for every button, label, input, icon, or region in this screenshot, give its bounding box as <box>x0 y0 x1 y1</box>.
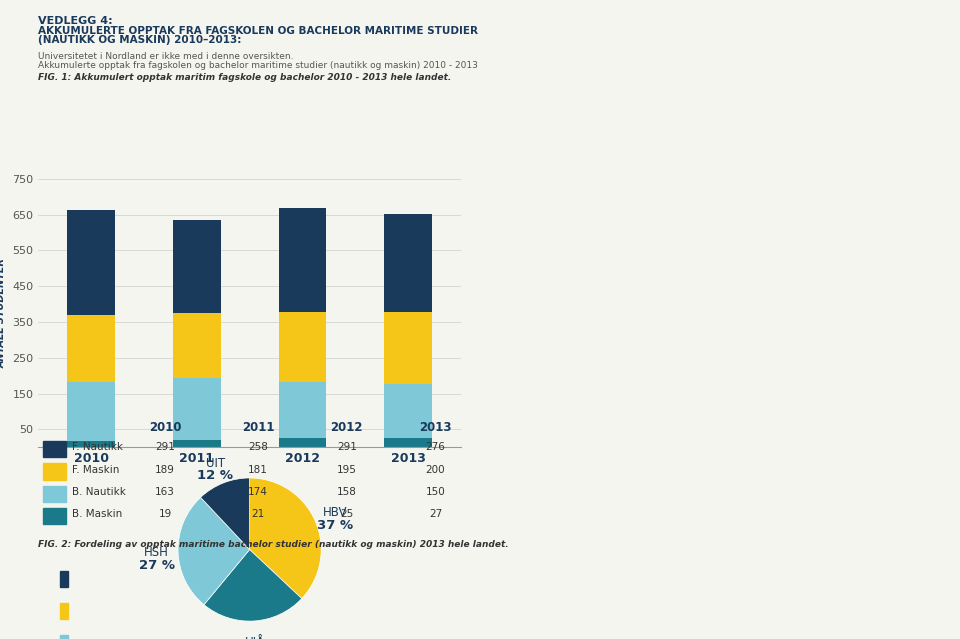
Text: VEDLEGG 4:: VEDLEGG 4: <box>38 16 113 26</box>
Text: 200: 200 <box>425 465 445 475</box>
Bar <box>384 213 432 312</box>
Bar <box>278 438 326 447</box>
Text: FIG. 2: Fordeling av opptak maritime bachelor studier (nautikk og maskin) 2013 h: FIG. 2: Fordeling av opptak maritime bac… <box>38 540 509 549</box>
Text: UIT: UIT <box>205 456 225 470</box>
Text: 2010: 2010 <box>149 421 181 434</box>
Text: 158: 158 <box>337 487 357 497</box>
Bar <box>173 220 221 312</box>
Text: B. Maskin: B. Maskin <box>72 509 123 520</box>
Text: 27: 27 <box>429 509 443 520</box>
Bar <box>42 463 66 479</box>
Bar <box>60 635 68 639</box>
Bar <box>60 603 68 619</box>
Bar <box>278 208 326 312</box>
Text: 291: 291 <box>337 442 357 452</box>
Text: 163: 163 <box>156 487 175 497</box>
Text: 291: 291 <box>156 442 175 452</box>
Text: 195: 195 <box>337 465 357 475</box>
Wedge shape <box>178 497 250 604</box>
Text: HIÅ: HIÅ <box>246 636 266 639</box>
Text: 189: 189 <box>156 465 175 475</box>
Text: 2013: 2013 <box>420 421 452 434</box>
Text: 21: 21 <box>252 509 265 520</box>
Text: 150: 150 <box>425 487 445 497</box>
Bar <box>173 312 221 378</box>
Text: 12 %: 12 % <box>198 470 233 482</box>
Text: Akkumulerte opptak fra fagskolen og bachelor maritime studier (nautikk og maskin: Akkumulerte opptak fra fagskolen og bach… <box>38 61 478 70</box>
Text: 174: 174 <box>248 487 268 497</box>
Text: 258: 258 <box>248 442 268 452</box>
Wedge shape <box>204 550 301 621</box>
Bar <box>384 438 432 447</box>
Bar <box>60 571 68 587</box>
Bar <box>384 312 432 384</box>
Bar <box>67 210 115 314</box>
Text: (NAUTIKK OG MASKIN) 2010–2013:: (NAUTIKK OG MASKIN) 2010–2013: <box>38 35 242 45</box>
Text: 27 %: 27 % <box>138 559 175 572</box>
Bar <box>67 440 115 447</box>
Text: 2011: 2011 <box>242 421 275 434</box>
Bar <box>42 486 66 502</box>
Text: B. Nautikk: B. Nautikk <box>72 487 126 497</box>
Wedge shape <box>201 478 250 550</box>
Bar <box>173 378 221 440</box>
Text: F. Maskin: F. Maskin <box>72 465 120 475</box>
Text: F. Nautikk: F. Nautikk <box>72 442 123 452</box>
Text: HBV: HBV <box>323 506 348 519</box>
Bar <box>42 508 66 524</box>
Bar <box>278 312 326 382</box>
Text: 25: 25 <box>340 509 353 520</box>
Y-axis label: ANTALL STUDENTER: ANTALL STUDENTER <box>0 258 7 368</box>
Wedge shape <box>250 478 322 599</box>
Bar <box>67 382 115 440</box>
Text: Universitetet i Nordland er ikke med i denne oversikten.: Universitetet i Nordland er ikke med i d… <box>38 52 294 61</box>
Bar <box>278 382 326 438</box>
Text: AKKUMULERTE OPPTAK FRA FAGSKOLEN OG BACHELOR MARITIME STUDIER: AKKUMULERTE OPPTAK FRA FAGSKOLEN OG BACH… <box>38 26 478 36</box>
Text: HSH: HSH <box>144 546 169 559</box>
Text: 2012: 2012 <box>330 421 363 434</box>
Text: FIG. 1: Akkumulert opptak maritim fagskole og bachelor 2010 - 2013 hele landet.: FIG. 1: Akkumulert opptak maritim fagsko… <box>38 73 451 82</box>
Text: 181: 181 <box>248 465 268 475</box>
Bar <box>67 314 115 382</box>
Text: 276: 276 <box>425 442 445 452</box>
Text: 19: 19 <box>158 509 172 520</box>
Text: 37 %: 37 % <box>317 519 353 532</box>
Bar <box>42 441 66 457</box>
Bar <box>173 440 221 447</box>
Bar <box>384 384 432 438</box>
